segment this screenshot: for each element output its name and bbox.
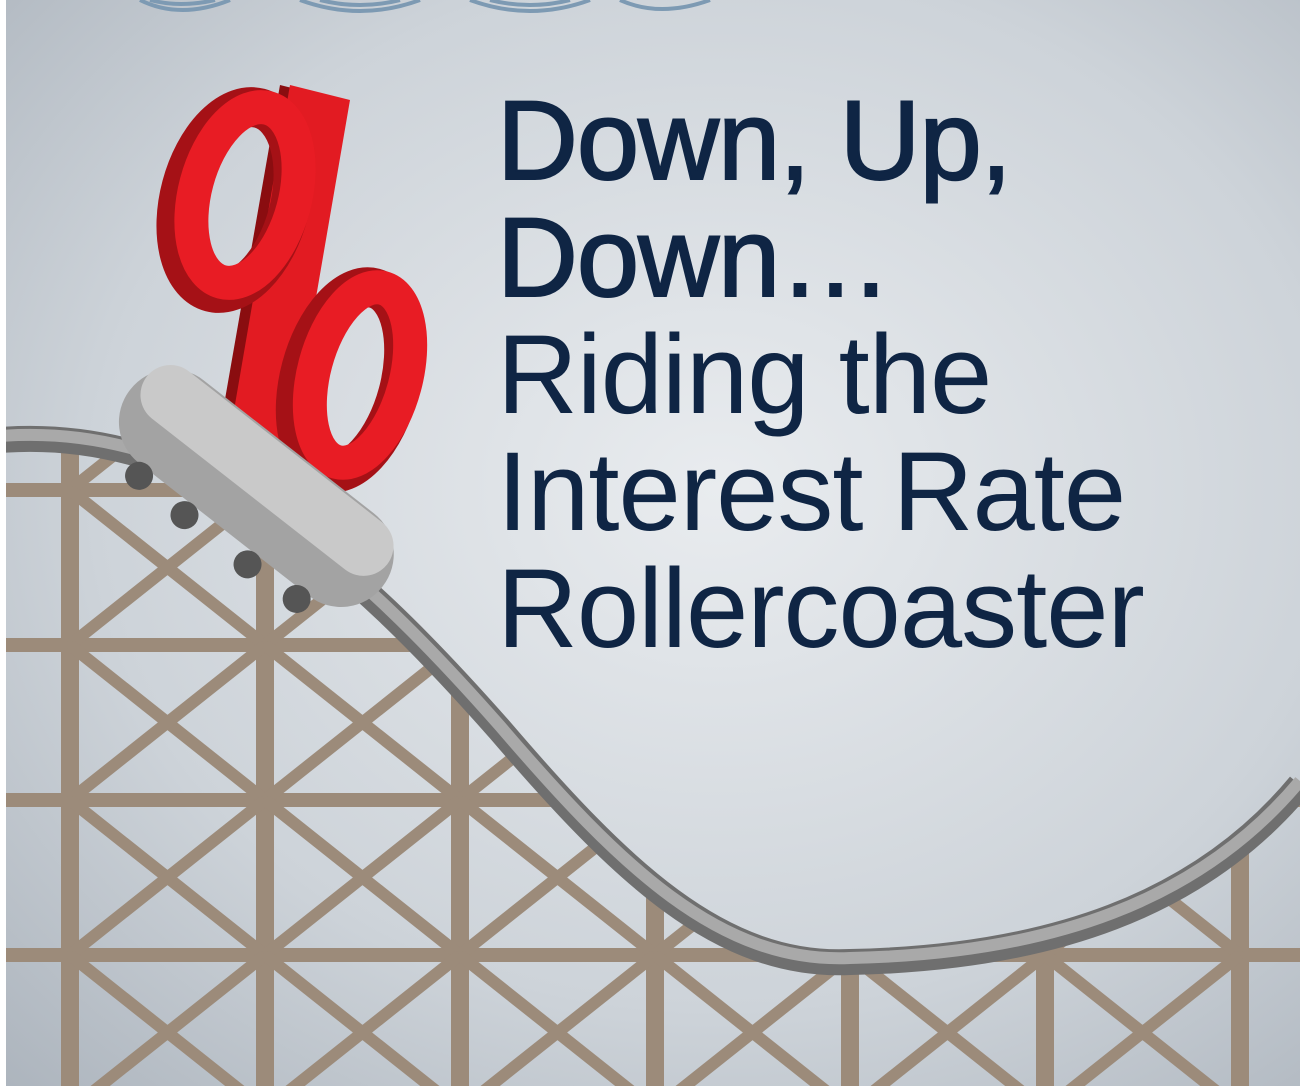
headline-line: Riding the bbox=[497, 312, 992, 437]
masthead-fragment bbox=[139, 0, 711, 13]
headline-line: Down, Up, bbox=[496, 78, 1013, 203]
brace bbox=[261, 950, 464, 1086]
brace bbox=[66, 640, 269, 805]
headline-line: Interest Rate bbox=[497, 429, 1126, 554]
brace bbox=[1041, 950, 1244, 1086]
headline-line: Rollercoaster bbox=[497, 546, 1145, 671]
cart bbox=[118, 365, 394, 613]
brace bbox=[66, 438, 269, 495]
headline-line: Down… bbox=[496, 195, 892, 320]
brace bbox=[66, 795, 269, 960]
headline: Down, Up, Down… Riding the Interest Rate Rol… bbox=[496, 78, 1145, 671]
brace bbox=[66, 950, 269, 1086]
brace bbox=[261, 795, 464, 960]
percent-symbol bbox=[156, 85, 428, 500]
brace bbox=[846, 950, 1049, 1086]
brace bbox=[456, 950, 659, 1086]
brace bbox=[261, 640, 464, 805]
brace bbox=[651, 950, 854, 1086]
